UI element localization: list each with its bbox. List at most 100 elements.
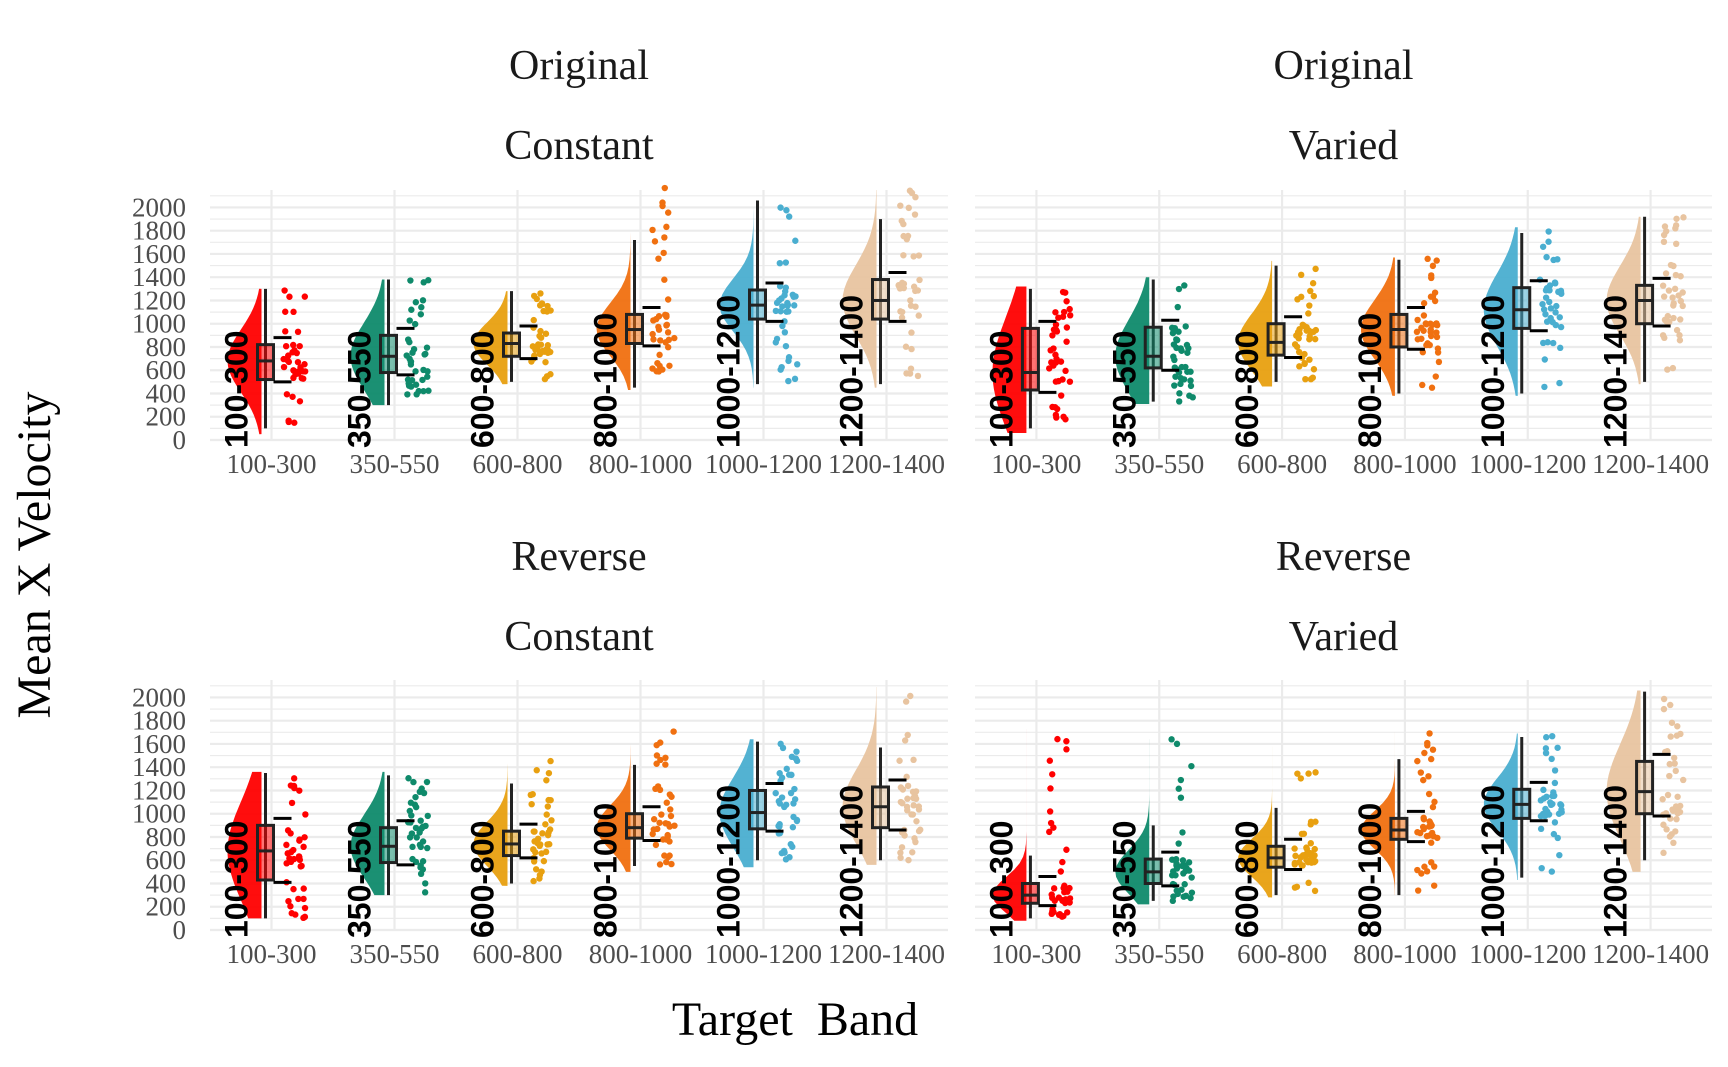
data-point bbox=[299, 368, 307, 375]
data-point bbox=[1059, 376, 1066, 383]
data-point bbox=[1306, 333, 1313, 340]
x-tick-label: 1200-1400 bbox=[828, 939, 945, 969]
x-tick-label: 800-1000 bbox=[1353, 449, 1457, 479]
data-point bbox=[530, 846, 537, 853]
data-point bbox=[1544, 339, 1551, 346]
data-point bbox=[1178, 347, 1185, 354]
data-point bbox=[544, 803, 552, 810]
data-point bbox=[1419, 381, 1426, 389]
violin-half bbox=[842, 190, 877, 388]
y-tick-label: 2000 bbox=[132, 682, 186, 712]
data-point bbox=[1660, 705, 1668, 713]
data-point bbox=[1680, 214, 1687, 221]
data-point bbox=[1291, 884, 1299, 891]
data-point bbox=[1297, 854, 1304, 861]
data-point bbox=[546, 826, 554, 833]
data-point bbox=[540, 307, 547, 315]
data-point bbox=[896, 757, 903, 764]
data-point bbox=[1546, 282, 1554, 289]
data-point bbox=[794, 361, 801, 368]
data-point bbox=[1433, 257, 1440, 264]
data-point bbox=[776, 770, 783, 777]
data-point bbox=[528, 800, 535, 808]
data-point bbox=[1054, 735, 1061, 743]
data-point bbox=[912, 788, 920, 795]
data-point bbox=[663, 836, 670, 843]
x-tick-label: 600-800 bbox=[473, 939, 563, 969]
data-point bbox=[1173, 740, 1181, 748]
data-point bbox=[418, 785, 425, 792]
data-point bbox=[1414, 887, 1422, 894]
data-point bbox=[1417, 769, 1425, 776]
data-point bbox=[1427, 755, 1435, 763]
data-point bbox=[671, 822, 678, 829]
data-point bbox=[410, 345, 418, 353]
data-point bbox=[1548, 868, 1556, 875]
data-point bbox=[1306, 302, 1313, 309]
data-point bbox=[540, 857, 548, 865]
data-point bbox=[1662, 270, 1670, 277]
data-point bbox=[1174, 303, 1181, 311]
violin-half bbox=[992, 286, 1027, 434]
x-tick-label: 100-300 bbox=[227, 449, 317, 479]
data-point bbox=[908, 189, 916, 197]
data-point bbox=[656, 861, 664, 868]
data-point bbox=[791, 302, 798, 309]
data-point bbox=[654, 783, 662, 790]
data-point bbox=[301, 913, 309, 921]
data-point bbox=[1293, 332, 1300, 339]
data-point bbox=[898, 217, 905, 225]
data-point bbox=[1185, 859, 1193, 866]
data-point bbox=[541, 375, 549, 383]
data-point bbox=[406, 338, 413, 346]
data-point bbox=[655, 255, 662, 262]
y-tick-label: 600 bbox=[146, 355, 187, 385]
data-point bbox=[1170, 353, 1177, 360]
band-label: 1000-1200 bbox=[1475, 295, 1511, 448]
data-point bbox=[1672, 767, 1679, 775]
data-point bbox=[1169, 897, 1177, 905]
data-point bbox=[1677, 316, 1684, 323]
data-point bbox=[1549, 339, 1557, 347]
data-point bbox=[1664, 312, 1672, 320]
x-tick-label: 1000-1200 bbox=[1469, 449, 1586, 479]
data-point bbox=[290, 341, 297, 349]
data-point bbox=[1062, 367, 1069, 375]
y-tick-label: 1400 bbox=[132, 262, 186, 292]
data-point bbox=[1667, 733, 1674, 740]
data-point bbox=[1670, 302, 1677, 309]
data-point bbox=[665, 336, 673, 344]
data-point bbox=[1188, 762, 1195, 770]
data-point bbox=[1550, 256, 1557, 264]
data-point bbox=[1169, 868, 1177, 875]
data-point bbox=[1173, 336, 1181, 344]
x-tick-label: 350-550 bbox=[350, 939, 440, 969]
data-point bbox=[655, 312, 663, 320]
band-label: 100-300 bbox=[219, 821, 255, 938]
data-point bbox=[789, 843, 796, 850]
data-point bbox=[776, 283, 784, 290]
data-point bbox=[280, 363, 288, 371]
facet-strip-label: Reverse bbox=[511, 534, 646, 580]
data-point bbox=[1433, 321, 1441, 329]
data-point bbox=[301, 293, 309, 300]
data-point bbox=[1052, 378, 1060, 385]
data-point bbox=[296, 837, 303, 844]
data-point bbox=[776, 823, 783, 830]
data-point bbox=[545, 796, 552, 804]
data-point bbox=[1175, 285, 1183, 293]
box bbox=[625, 812, 644, 840]
data-point bbox=[1551, 819, 1559, 826]
band-label: 800-1000 bbox=[1352, 313, 1388, 448]
data-point bbox=[1312, 265, 1319, 273]
data-point bbox=[1176, 398, 1183, 405]
data-point bbox=[897, 202, 904, 209]
data-point bbox=[659, 366, 666, 373]
data-point bbox=[1307, 287, 1314, 295]
data-point bbox=[1421, 749, 1428, 757]
data-point bbox=[1549, 732, 1556, 740]
data-point bbox=[290, 367, 297, 374]
data-point bbox=[915, 806, 923, 813]
data-point bbox=[1183, 341, 1191, 349]
data-point bbox=[1066, 305, 1073, 313]
